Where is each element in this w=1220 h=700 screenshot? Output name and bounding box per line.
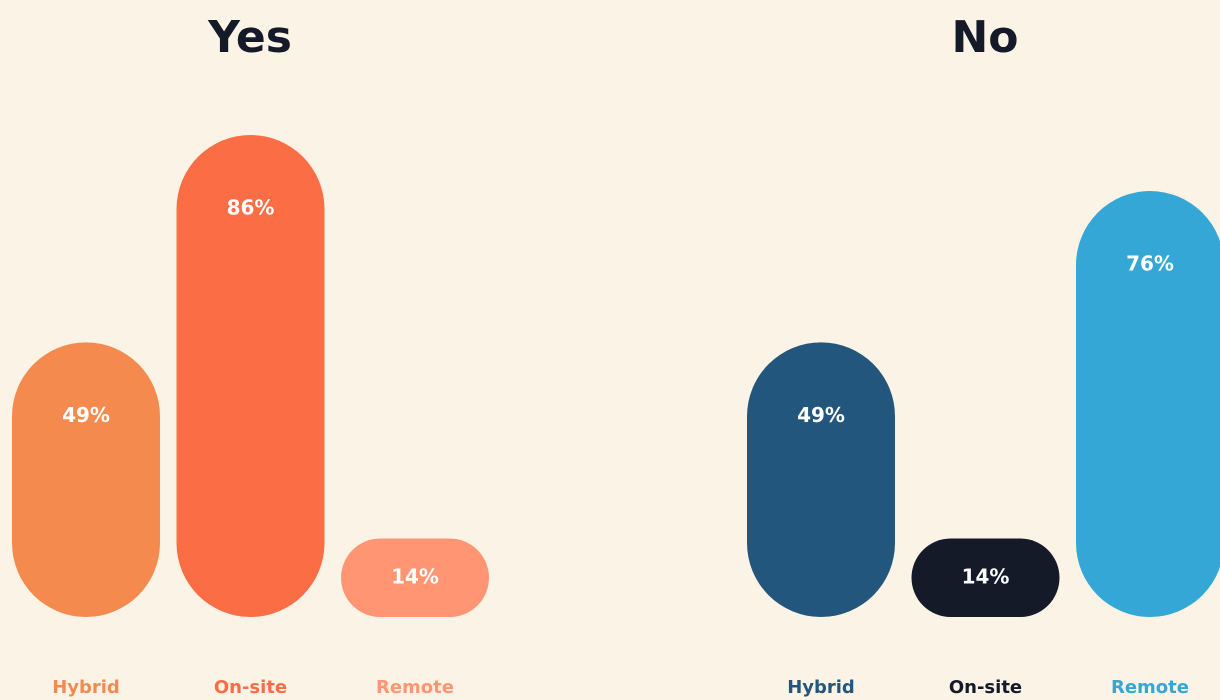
category-label: Hybrid — [787, 677, 855, 698]
category-label: Remote — [1111, 677, 1189, 698]
value-label: 49% — [797, 403, 845, 427]
value-label: 76% — [1126, 252, 1174, 276]
value-label: 14% — [962, 564, 1010, 588]
bar — [176, 135, 325, 617]
bar — [341, 538, 489, 617]
bar — [911, 538, 1060, 617]
category-label: Remote — [376, 677, 454, 698]
bar — [747, 342, 895, 617]
category-label: Hybrid — [52, 677, 120, 698]
chart-title: No — [951, 12, 1018, 63]
bar — [12, 342, 160, 617]
value-label: 49% — [62, 403, 110, 427]
category-label: On-site — [949, 677, 1022, 698]
value-label: 86% — [227, 196, 275, 220]
bar — [1076, 191, 1220, 617]
value-label: 14% — [391, 564, 439, 588]
chart-title: Yes — [207, 12, 292, 63]
category-label: On-site — [214, 677, 287, 698]
